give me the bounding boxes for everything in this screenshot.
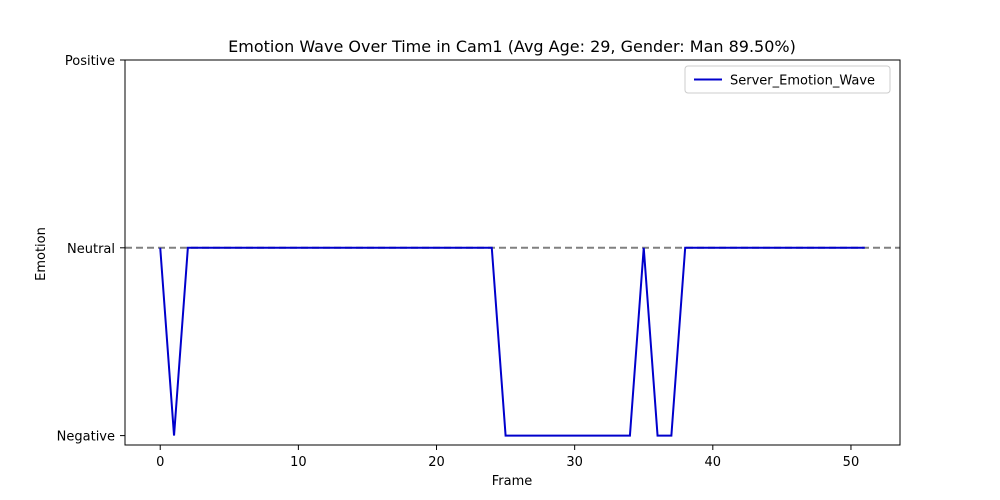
- x-axis-label: Frame: [492, 474, 533, 489]
- plot-frame: [124, 59, 901, 446]
- plot-area: 0 10 20 30 40 50 Negative Neutral Positive Server…: [57, 54, 901, 470]
- chart-title: Emotion Wave Over Time in Cam1 (Avg Age:…: [228, 37, 796, 56]
- x-tick-label: 10: [290, 455, 307, 470]
- x-tick-label: 0: [156, 455, 164, 470]
- legend-entry: Server_Emotion_Wave: [730, 74, 875, 89]
- y-tick-label: Positive: [65, 54, 115, 69]
- y-tick-label: Negative: [57, 430, 115, 445]
- x-tick-label: 50: [843, 455, 860, 470]
- legend-box: [684, 65, 891, 94]
- y-axis-label: Emotion: [34, 227, 49, 281]
- series-line-1: [159, 246, 865, 437]
- x-tick-label: 20: [428, 455, 445, 470]
- y-tick-label: Neutral: [67, 242, 115, 257]
- x-tick-label: 40: [705, 455, 722, 470]
- x-tick-label: 30: [566, 455, 583, 470]
